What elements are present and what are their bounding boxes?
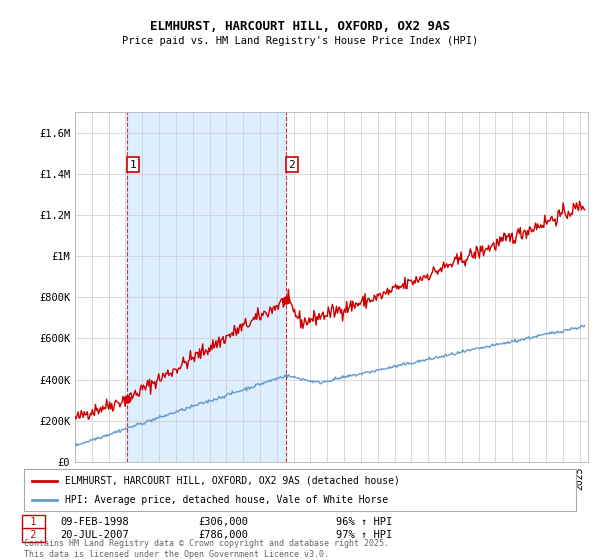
Text: £306,000: £306,000	[198, 517, 248, 527]
Text: ELMHURST, HARCOURT HILL, OXFORD, OX2 9AS: ELMHURST, HARCOURT HILL, OXFORD, OX2 9AS	[150, 20, 450, 32]
Text: 09-FEB-1998: 09-FEB-1998	[60, 517, 129, 527]
Text: HPI: Average price, detached house, Vale of White Horse: HPI: Average price, detached house, Vale…	[65, 495, 389, 505]
Text: 1: 1	[130, 160, 136, 170]
Text: 97% ↑ HPI: 97% ↑ HPI	[336, 530, 392, 540]
Text: 1: 1	[24, 517, 43, 527]
Text: 2: 2	[24, 530, 43, 540]
Text: £786,000: £786,000	[198, 530, 248, 540]
Bar	[127, 112, 286, 462]
Text: Contains HM Land Registry data © Crown copyright and database right 2025.
This d: Contains HM Land Registry data © Crown c…	[24, 539, 389, 559]
Text: 96% ↑ HPI: 96% ↑ HPI	[336, 517, 392, 527]
Text: 20-JUL-2007: 20-JUL-2007	[60, 530, 129, 540]
Text: ELMHURST, HARCOURT HILL, OXFORD, OX2 9AS (detached house): ELMHURST, HARCOURT HILL, OXFORD, OX2 9AS…	[65, 475, 400, 486]
Text: 2: 2	[289, 160, 295, 170]
Text: Price paid vs. HM Land Registry's House Price Index (HPI): Price paid vs. HM Land Registry's House …	[122, 36, 478, 46]
